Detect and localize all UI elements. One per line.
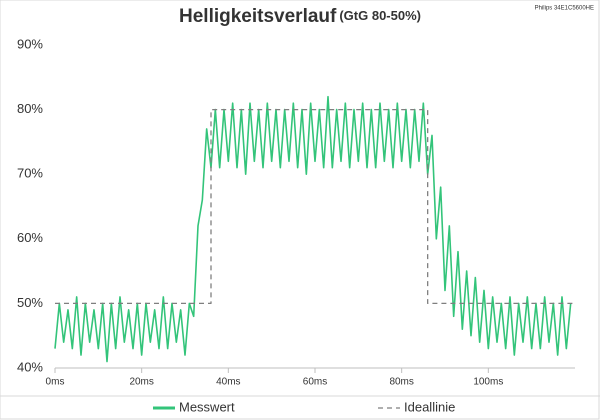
series-line xyxy=(55,108,575,305)
x-tick-label: 100ms xyxy=(473,377,503,388)
x-tick-label: 0ms xyxy=(46,377,65,388)
x-tick-label: 60ms xyxy=(303,377,327,388)
y-tick-label: 40% xyxy=(17,359,43,374)
title-sub: (GtG 80-50%) xyxy=(339,8,421,23)
x-tick-label: 40ms xyxy=(216,377,240,388)
x-tick-label: 20ms xyxy=(129,377,153,388)
series-line xyxy=(54,95,572,363)
y-tick-label: 80% xyxy=(17,101,43,116)
chart-title: Helligkeitsverlauf (GtG 80-50%) xyxy=(179,6,421,27)
y-tick-label: 70% xyxy=(17,166,43,181)
y-tick-label: 90% xyxy=(17,36,43,51)
legend-label: Ideallinie xyxy=(404,399,455,414)
legend-label: Messwert xyxy=(179,399,235,414)
title-main: Helligkeitsverlauf xyxy=(179,6,337,27)
y-tick-label: 60% xyxy=(17,230,43,245)
annotation: Philips 34E1C5600HE xyxy=(535,6,594,12)
y-tick-label: 50% xyxy=(17,295,43,310)
x-tick-label: 80ms xyxy=(389,377,413,388)
